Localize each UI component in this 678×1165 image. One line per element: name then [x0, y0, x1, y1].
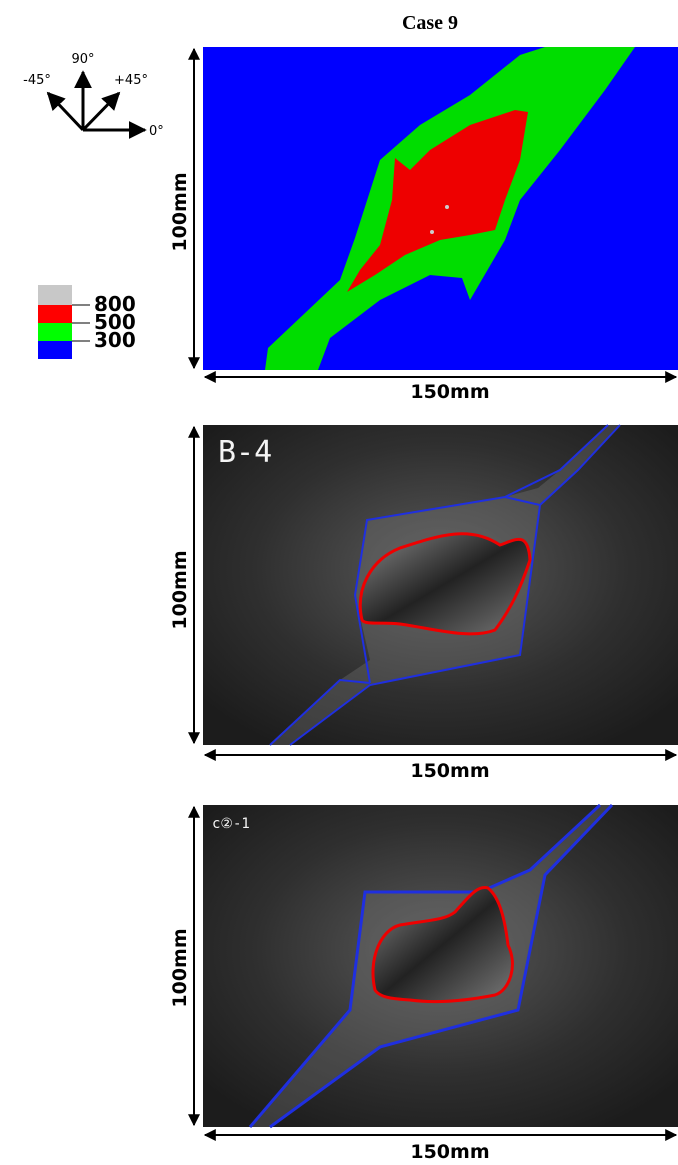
height-label: 100mm: [169, 550, 191, 629]
specimen-photo: [203, 805, 678, 1127]
orientation-label: +45°: [114, 73, 148, 88]
orientation-label: -45°: [23, 73, 51, 88]
legend-label: 300: [94, 328, 136, 352]
height-label: 100mm: [169, 172, 191, 251]
width-label: 150mm: [410, 760, 489, 782]
orientation-label: 90°: [71, 52, 94, 67]
width-label: 150mm: [410, 1141, 489, 1163]
legend: [38, 285, 90, 359]
specimen-label: B-4: [218, 435, 272, 470]
figure: Case 9 90° -45° +45° 0° 800 500 300 B-4: [0, 0, 678, 1165]
specimen-label: c②-1: [212, 816, 250, 832]
figure-title: Case 9: [402, 12, 458, 34]
width-label: 150mm: [410, 381, 489, 403]
simulation-map: [203, 47, 678, 370]
specimen-photo: [203, 425, 678, 745]
orientation-label: 0°: [149, 124, 164, 139]
height-label: 100mm: [169, 928, 191, 1007]
